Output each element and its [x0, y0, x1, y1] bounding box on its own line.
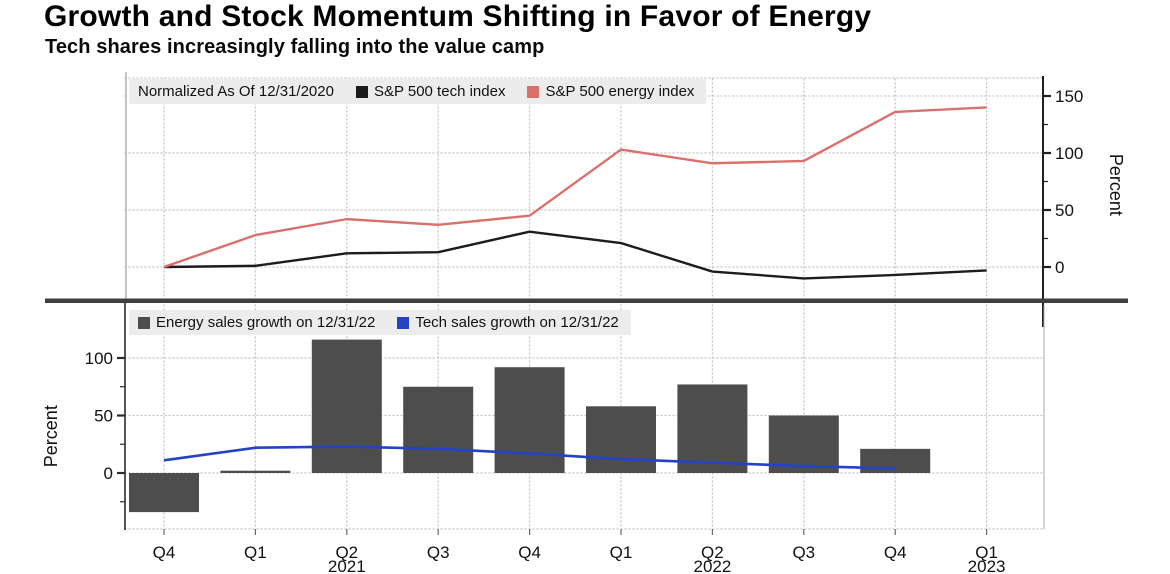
legend-swatch-energy: [527, 85, 540, 98]
svg-text:50: 50: [94, 407, 113, 426]
legend-label-energy-sales: Energy sales growth on 12/31/22: [156, 314, 376, 331]
legend-swatch-energy-sales: [138, 316, 150, 329]
svg-text:2021: 2021: [328, 557, 366, 574]
chart-title: Growth and Stock Momentum Shifting in Fa…: [44, 0, 872, 33]
legend-label-tech: S&P 500 tech index: [373, 83, 506, 100]
legend-note: Normalized As Of 12/31/2020: [138, 83, 334, 100]
svg-text:50: 50: [1055, 201, 1074, 220]
svg-text:Q2: Q2: [701, 543, 724, 562]
legend-item-energy-index: S&P 500 energy index: [527, 83, 694, 100]
legend-label-energy: S&P 500 energy index: [545, 83, 695, 100]
svg-text:2023: 2023: [968, 557, 1006, 574]
svg-text:Q2: Q2: [335, 543, 358, 562]
svg-text:2022: 2022: [693, 557, 731, 574]
svg-text:Q1: Q1: [975, 543, 998, 562]
legend-swatch-tech: [355, 85, 368, 98]
chart-subtitle: Tech shares increasingly falling into th…: [45, 36, 545, 58]
svg-text:0: 0: [1055, 258, 1064, 277]
bottom-legend: Energy sales growth on 12/31/22 Tech sal…: [129, 310, 631, 335]
legend-label-tech-sales: Tech sales growth on 12/31/22: [415, 314, 619, 331]
svg-text:0: 0: [104, 464, 113, 483]
legend-item-tech-sales: Tech sales growth on 12/31/22: [397, 314, 619, 331]
svg-text:Q4: Q4: [884, 543, 907, 562]
svg-text:Percent: Percent: [41, 405, 61, 467]
svg-text:100: 100: [85, 349, 113, 368]
svg-text:Q4: Q4: [518, 543, 541, 562]
svg-text:Q1: Q1: [244, 543, 267, 562]
legend-item-energy-sales: Energy sales growth on 12/31/22: [138, 314, 375, 331]
svg-text:Q1: Q1: [610, 543, 633, 562]
svg-text:Percent: Percent: [1106, 154, 1126, 216]
svg-text:Q4: Q4: [153, 543, 176, 562]
legend-swatch-tech-sales: [397, 316, 410, 329]
top-legend: Normalized As Of 12/31/2020 S&P 500 tech…: [129, 79, 707, 104]
svg-text:Q3: Q3: [427, 543, 450, 562]
svg-text:150: 150: [1055, 87, 1083, 106]
svg-text:Q3: Q3: [792, 543, 815, 562]
legend-item-tech-index: S&P 500 tech index: [355, 83, 506, 100]
svg-text:100: 100: [1055, 144, 1083, 163]
